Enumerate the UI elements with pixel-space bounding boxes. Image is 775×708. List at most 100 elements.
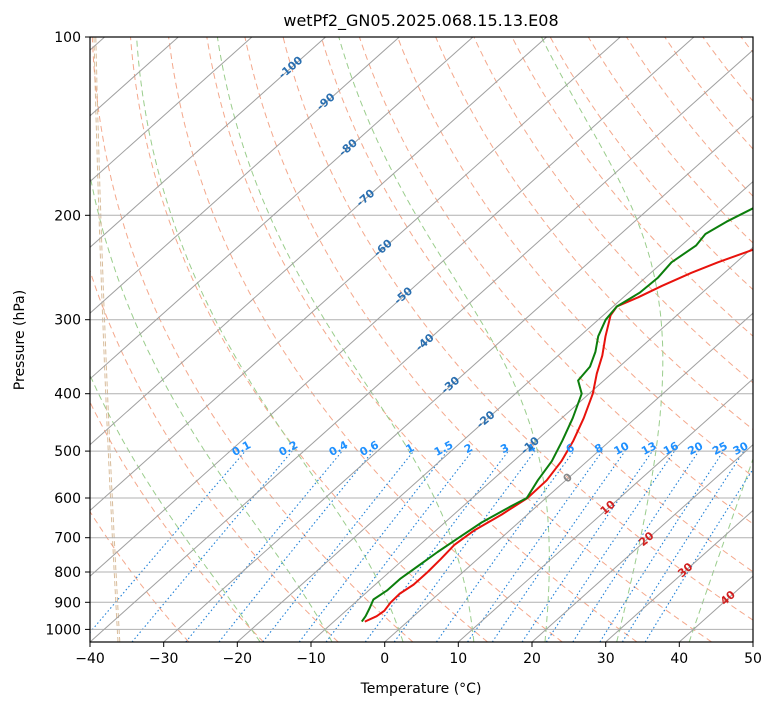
mixing-ratio-line xyxy=(621,450,745,642)
mixing-ratio-label: 8 xyxy=(592,441,605,456)
mixing-ratio-line xyxy=(325,450,473,642)
profile-layer xyxy=(360,207,753,623)
mixing-ratio-line xyxy=(364,450,509,642)
y-tick-label: 700 xyxy=(54,531,81,547)
isotherm-line xyxy=(90,37,253,183)
mixing-ratio-label: 13 xyxy=(639,439,659,458)
moist-adiabat-line xyxy=(541,37,664,642)
isotherm-line xyxy=(236,180,753,642)
x-tick-label: 30 xyxy=(597,651,615,667)
isotherm-line xyxy=(90,37,621,512)
mixing-ratio-label: 30 xyxy=(731,439,751,458)
dry-adiabat-line xyxy=(549,37,753,291)
dry-adiabat-line xyxy=(282,37,753,621)
x-tick-label: 0 xyxy=(380,651,389,667)
inline-label-layer: 0.1 0.2 0.4 0.6 1 1.5 2 3 4 6 8 10 13 16 20 25 30 36-100-… xyxy=(230,53,772,607)
plot-frame xyxy=(89,36,754,643)
x-tick-label: 40 xyxy=(670,651,688,667)
dry-adiabat-line xyxy=(587,37,753,244)
dry-adiabat-line xyxy=(206,37,638,642)
y-tick-label: 300 xyxy=(54,313,81,329)
mixing-ratio-label: 3 xyxy=(498,441,511,456)
mixing-ratio-label: 20 xyxy=(686,439,706,458)
y-tick-label: 600 xyxy=(54,491,81,507)
isotherm-line xyxy=(457,378,753,642)
x-tick-label: −10 xyxy=(296,651,326,667)
dry-adiabat-line xyxy=(511,37,753,337)
mixing-ratio-label: 25 xyxy=(710,439,730,458)
moist-adiabat-line xyxy=(338,37,550,642)
dry-adiabat-line xyxy=(244,37,712,642)
x-tick-label: 10 xyxy=(449,651,467,667)
chart-title: wetPf2_GN05.2025.068.15.13.E08 xyxy=(283,11,558,31)
temperature-profile-line xyxy=(364,248,753,623)
y-tick-label: 800 xyxy=(54,565,81,581)
isotherm-line xyxy=(531,444,753,642)
mixing-ratio-line xyxy=(393,450,536,642)
isotherm-line xyxy=(90,37,400,314)
mixing-ratio-label: 0.4 xyxy=(327,438,351,459)
mixing-ratio-label: 36 xyxy=(752,439,772,458)
mixing-ratio-line xyxy=(572,450,700,642)
dry-adiabat-line xyxy=(664,37,753,150)
y-tick-label: 100 xyxy=(54,30,81,46)
isotherm-line xyxy=(752,641,753,642)
moist-adiabat-line xyxy=(216,37,475,642)
dry-adiabat-line xyxy=(320,37,753,573)
x-tick-label: −40 xyxy=(75,651,105,667)
mixing-ratio-label: 1.5 xyxy=(432,438,455,459)
moist-adiabat-line xyxy=(688,457,753,642)
mixing-ratio-line xyxy=(467,450,603,642)
isotherm-line xyxy=(90,37,326,249)
isotherm-line xyxy=(90,37,547,446)
moist-adiabat-line xyxy=(136,37,404,642)
y-tick-label: 200 xyxy=(54,208,81,224)
reference-curve-line xyxy=(95,37,121,642)
moist-adiabat-line xyxy=(90,172,333,642)
x-tick-label: 20 xyxy=(523,651,541,667)
isotherm-line xyxy=(605,509,753,642)
mixing-ratio-line xyxy=(521,450,653,642)
y-tick-label: 900 xyxy=(54,595,81,611)
y-tick-label: 500 xyxy=(54,444,81,460)
x-tick-label: −30 xyxy=(149,651,179,667)
reference-curve-line xyxy=(93,37,119,642)
plot-background-layer xyxy=(90,37,753,642)
grid-layer xyxy=(90,37,753,642)
mixing-ratio-label: 0.6 xyxy=(358,438,382,459)
dry-adiabat-line xyxy=(702,37,753,102)
moist-adiabat-line xyxy=(90,373,261,642)
dry-adiabat-line xyxy=(90,269,339,642)
isotherm-line xyxy=(90,37,695,577)
dry-adiabat-line xyxy=(473,37,753,384)
isotherm-line xyxy=(90,49,753,642)
dewpoint-profile-line xyxy=(360,207,753,623)
mixing-ratio-label: 1 xyxy=(404,441,417,456)
mixing-ratio-line xyxy=(262,450,415,642)
mixing-ratio-line xyxy=(491,450,626,642)
dry-adiabat-line xyxy=(91,37,414,642)
mixing-ratio-line xyxy=(298,450,448,642)
mixing-ratio-line xyxy=(599,450,724,642)
y-tick-label: 1000 xyxy=(45,622,81,638)
mixing-ratio-line xyxy=(131,450,293,642)
isotherm-line xyxy=(678,575,753,642)
axis-layer: −40 −30 −20 −10 0 10 20 30 40 50 100 200 300 400 500 60… xyxy=(45,30,762,667)
dry-adiabat-line xyxy=(740,37,753,54)
isotherm-label: -100 xyxy=(276,53,306,81)
isotherm-line xyxy=(90,37,474,380)
mixing-ratio-label: 10 xyxy=(612,439,632,458)
mixing-ratio-line xyxy=(218,450,374,642)
y-tick-label: 400 xyxy=(54,387,81,403)
dry-adiabat-line xyxy=(435,37,753,431)
isotherm-line xyxy=(384,312,753,642)
isotherm-line xyxy=(310,246,753,642)
x-tick-label: −20 xyxy=(223,651,253,667)
mixing-ratio-line xyxy=(545,450,675,642)
x-tick-label: 50 xyxy=(744,651,762,667)
isotherm-line xyxy=(163,115,753,642)
dry-adiabat-line xyxy=(397,37,753,478)
dry-adiabat-line xyxy=(90,510,190,642)
